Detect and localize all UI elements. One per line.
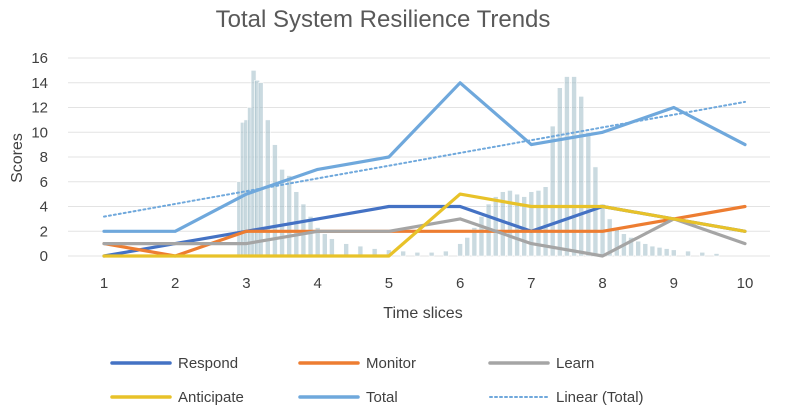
gridlines — [68, 57, 770, 257]
hist-bar-54 — [663, 248, 670, 257]
y-tick-12: 12 — [31, 100, 48, 117]
x-tick-2: 2 — [171, 275, 179, 292]
x-axis-label: Time slices — [383, 305, 462, 322]
hist-bar-43 — [585, 131, 592, 257]
legend-label-respond: Respond — [178, 355, 238, 372]
hist-bar-10 — [286, 175, 292, 257]
hist-bar-13 — [307, 216, 314, 257]
x-tick-1: 1 — [100, 275, 108, 292]
y-tick-4: 4 — [40, 199, 48, 216]
hist-bar-28 — [478, 216, 485, 257]
chart-title: Total System Resilience Trends — [216, 6, 551, 33]
y-tick-0: 0 — [40, 248, 48, 265]
legend-label-total: Total — [366, 389, 398, 406]
series-line-total — [102, 81, 747, 233]
x-tick-4: 4 — [313, 275, 321, 292]
x-tick-labels: 1 2 3 4 5 6 7 8 9 10 — [100, 275, 754, 292]
hist-bar-51 — [642, 243, 649, 257]
hist-bar-16 — [329, 238, 335, 257]
y-tick-6: 6 — [40, 174, 48, 191]
hist-bar-57 — [699, 251, 706, 257]
hist-bar-42 — [578, 96, 584, 257]
x-tick-6: 6 — [456, 275, 464, 292]
series-line-anticipate — [102, 192, 747, 258]
y-tick-10: 10 — [31, 124, 48, 141]
y-tick-8: 8 — [40, 149, 48, 166]
hist-bar-27 — [471, 227, 478, 257]
y-tick-labels: 0 2 4 6 8 10 12 14 16 — [31, 50, 48, 265]
hist-bar-40 — [564, 76, 570, 257]
y-tick-14: 14 — [31, 75, 48, 92]
series-lines — [102, 81, 747, 258]
y-tick-2: 2 — [40, 223, 48, 240]
legend-label-anticipate: Anticipate — [178, 389, 244, 406]
hist-bar-53 — [656, 247, 663, 257]
hist-bar-30 — [492, 196, 499, 257]
hist-bar-24 — [443, 250, 449, 257]
legend-label-monitor: Monitor — [366, 355, 416, 372]
hist-bar-23 — [428, 251, 435, 257]
x-tick-7: 7 — [527, 275, 535, 292]
hist-bar-26 — [464, 237, 471, 257]
hist-bar-25 — [457, 243, 463, 257]
x-tick-3: 3 — [242, 275, 250, 292]
x-tick-9: 9 — [670, 275, 678, 292]
hist-bar-55 — [670, 249, 677, 257]
y-tick-16: 16 — [31, 50, 48, 67]
x-tick-8: 8 — [598, 275, 606, 292]
legend: Respond Monitor Learn Anticipate Total Linear… — [110, 355, 644, 406]
legend-label-learn: Learn — [556, 355, 594, 372]
hist-bar-56 — [685, 250, 691, 257]
hist-bar-22 — [414, 251, 421, 257]
hist-bar-47 — [613, 227, 620, 257]
hist-bar-41 — [571, 76, 577, 257]
hist-bar-36 — [535, 190, 542, 257]
x-tick-10: 10 — [737, 275, 754, 292]
hist-bar-39 — [557, 87, 563, 257]
hist-bar-15 — [321, 233, 328, 257]
hist-bar-50 — [635, 240, 641, 257]
hist-bar-49 — [628, 237, 634, 257]
hist-bar-52 — [649, 245, 656, 257]
hist-bar-58 — [713, 253, 720, 257]
hist-bar-37 — [542, 186, 549, 257]
hist-bar-17 — [343, 243, 349, 257]
x-tick-5: 5 — [385, 275, 393, 292]
hist-bar-21 — [400, 250, 406, 257]
y-axis-label: Scores — [9, 133, 26, 183]
series-line-linear-total — [103, 100, 746, 218]
hist-bar-38 — [549, 125, 556, 257]
hist-bar-44 — [592, 166, 599, 257]
hist-bar-35 — [528, 191, 535, 257]
legend-label-linear-total: Linear (Total) — [556, 389, 644, 406]
hist-bar-46 — [606, 218, 613, 257]
